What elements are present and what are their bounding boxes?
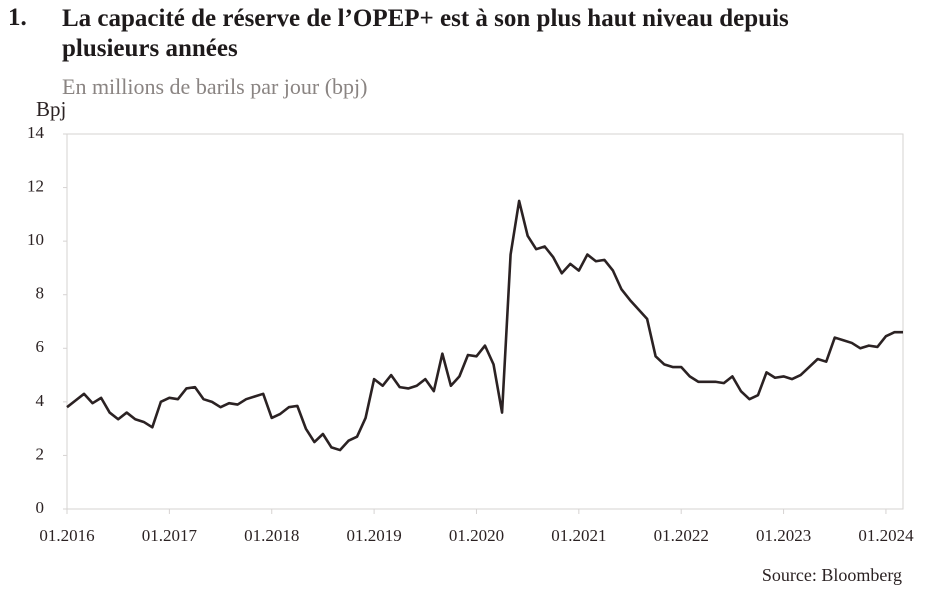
x-tick-label: 01.2023 <box>756 526 811 545</box>
figure-number: 1. <box>8 4 27 31</box>
x-tick-label: 01.2016 <box>39 526 94 545</box>
y-tick-label: 8 <box>36 284 45 303</box>
y-tick-label: 4 <box>36 391 45 410</box>
y-tick-label: 2 <box>36 444 45 463</box>
y-tick-label: 12 <box>27 176 44 195</box>
data-line <box>66 199 903 452</box>
y-tick-label: 6 <box>36 337 45 356</box>
x-tick-label: 01.2018 <box>244 526 299 545</box>
x-tick-label: 01.2024 <box>858 526 914 545</box>
x-tick-label: 01.2019 <box>346 526 401 545</box>
x-tick-label: 01.2021 <box>551 526 606 545</box>
y-tick-label: 14 <box>27 123 45 142</box>
chart-title: La capacité de réserve de l’OPEP+ est à … <box>62 5 789 62</box>
y-axis-label: Bpj <box>36 97 66 121</box>
plot-frame <box>66 133 904 510</box>
x-tick-label: 01.2022 <box>654 526 709 545</box>
chart-subtitle: En millions de barils par jour (bpj) <box>62 74 368 99</box>
x-tick-label: 01.2020 <box>449 526 504 545</box>
y-tick-label: 0 <box>36 498 45 517</box>
y-tick-label: 10 <box>27 230 44 249</box>
source: Source: Bloomberg <box>762 565 902 585</box>
x-tick-label: 01.2017 <box>142 526 198 545</box>
